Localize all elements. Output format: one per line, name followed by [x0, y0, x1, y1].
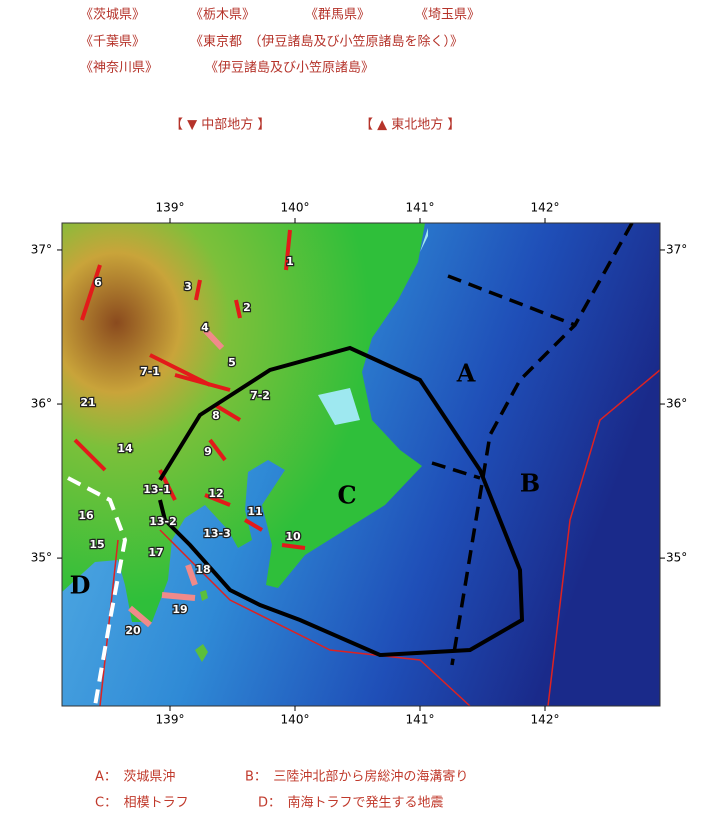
fault-label: 13-2 — [149, 515, 177, 528]
fault-label: 3 — [184, 280, 192, 293]
land — [62, 223, 425, 622]
fault-label: 1 — [286, 255, 294, 268]
lat-label: 35° — [666, 551, 687, 565]
fault-label: 19 — [172, 603, 187, 616]
fault-label: 16 — [78, 509, 94, 522]
fault-label: 7-2 — [250, 389, 270, 402]
lat-label: 35° — [31, 551, 52, 565]
prefecture-link[interactable]: 《群馬県》 — [305, 8, 370, 23]
zone-label: B — [520, 469, 540, 498]
trenches — [99, 369, 660, 706]
lat-label: 36° — [666, 397, 687, 411]
zone-label: D — [70, 571, 91, 600]
prefecture-link[interactable]: 《伊豆諸島及び小笠原諸島》 — [205, 60, 374, 76]
prefecture-link[interactable]: 《埼玉県》 — [415, 8, 480, 23]
faults-pink — [128, 327, 225, 628]
region-link[interactable]: 【 ▼ 中部地方 】 — [170, 117, 270, 133]
fault-label: 6 — [94, 276, 102, 289]
fault-label: 21 — [80, 396, 95, 409]
fault-label: 15 — [89, 538, 104, 551]
prefecture-link[interactable]: 《東京都 （伊豆諸島及び小笠原諸島を除く）》 — [190, 34, 463, 50]
lon-label: 142° — [531, 201, 560, 215]
legend-item: A： 茨城県沖 — [95, 770, 175, 785]
fault-label: 13-3 — [203, 527, 231, 540]
zone-label: A — [456, 359, 476, 388]
lake — [318, 228, 428, 425]
fault-label: 18 — [195, 563, 210, 576]
lon-label: 142° — [531, 713, 560, 727]
fault-label: 20 — [125, 624, 141, 637]
lon-label: 140° — [281, 201, 310, 215]
fault-label: 10 — [285, 530, 301, 543]
faults — [73, 229, 306, 550]
fault-label: 11 — [247, 505, 262, 518]
map — [62, 223, 660, 706]
fault-label: 5 — [228, 356, 236, 369]
fault-label: 12 — [208, 487, 223, 500]
lat-label: 37° — [31, 242, 52, 256]
prefecture-link[interactable]: 《茨城県》 — [80, 8, 145, 23]
fault-label: 4 — [201, 321, 209, 334]
legend-item: D： 南海トラフで発生する地震 — [258, 795, 444, 811]
fault-label: 8 — [212, 409, 220, 422]
zone-dashed — [431, 223, 634, 666]
prefecture-link[interactable]: 《栃木県》 — [190, 8, 255, 23]
lon-label: 139° — [156, 713, 185, 727]
zone-label: C — [337, 481, 356, 510]
fault-label: 17 — [148, 546, 163, 559]
fault-label: 9 — [204, 445, 212, 458]
fault-label: 7-1 — [140, 365, 160, 378]
lon-label: 139° — [156, 201, 185, 215]
lat-label: 36° — [31, 397, 52, 411]
lon-label: 141° — [406, 713, 435, 727]
lat-label: 37° — [666, 242, 687, 256]
legend-item: B： 三陸沖北部から房総沖の海溝寄り — [245, 769, 468, 785]
lon-label: 141° — [406, 201, 435, 215]
fault-label: 13-1 — [143, 483, 171, 496]
fault-label: 14 — [117, 442, 133, 455]
prefecture-link[interactable]: 《千葉県》 — [80, 35, 145, 50]
legend-item: C： 相模トラフ — [95, 796, 189, 811]
lon-label: 140° — [281, 713, 310, 727]
zone-d — [67, 476, 128, 706]
map-frame — [61, 222, 661, 707]
zone-boundary — [158, 345, 525, 658]
prefecture-link[interactable]: 《神奈川県》 — [80, 61, 158, 76]
fault-label: 2 — [243, 301, 251, 314]
region-link[interactable]: 【 ▲ 東北地方 】 — [360, 117, 460, 133]
island — [195, 590, 208, 662]
